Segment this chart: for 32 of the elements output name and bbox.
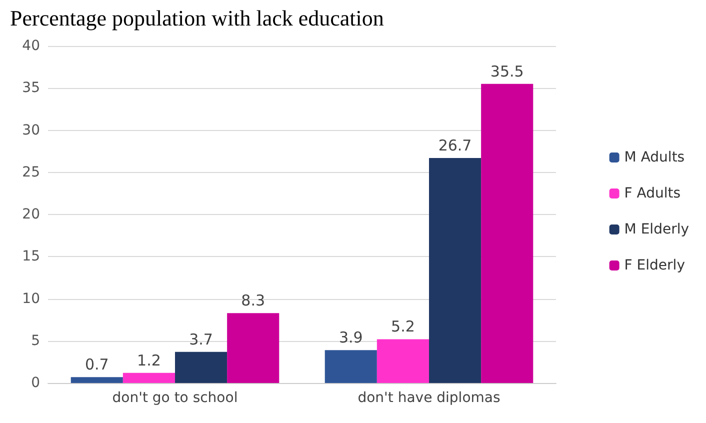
bar bbox=[70, 377, 123, 383]
chart-title: Percentage population with lack education bbox=[10, 6, 384, 30]
data-label: 35.5 bbox=[490, 62, 524, 80]
y-tick-label: 20 bbox=[22, 206, 40, 222]
data-label: 3.9 bbox=[338, 328, 363, 347]
legend-label: F Elderly bbox=[624, 258, 685, 274]
bar bbox=[324, 350, 377, 383]
data-label: 0.7 bbox=[84, 356, 109, 374]
data-label: 8.3 bbox=[241, 292, 266, 310]
data-label: 3.7 bbox=[189, 330, 213, 348]
y-tick-label: 0 bbox=[31, 375, 40, 391]
bar bbox=[175, 352, 228, 383]
bar bbox=[481, 84, 534, 383]
legend-label: F Adults bbox=[624, 186, 681, 202]
x-tick-label: don't go to school bbox=[112, 390, 238, 406]
y-tick-label: 15 bbox=[22, 248, 40, 265]
data-label: 1.2 bbox=[137, 351, 161, 370]
legend-label: M Elderly bbox=[624, 222, 690, 238]
bar bbox=[429, 158, 482, 383]
y-tick-label: 30 bbox=[22, 122, 40, 138]
legend-label: M Adults bbox=[624, 150, 685, 166]
data-label: 26.7 bbox=[438, 136, 472, 155]
bar bbox=[227, 313, 280, 383]
y-tick-label: 35 bbox=[22, 80, 40, 96]
bar bbox=[122, 372, 175, 383]
y-tick-label: 5 bbox=[31, 332, 40, 349]
y-tick-label: 25 bbox=[22, 164, 40, 180]
y-tick-label: 10 bbox=[22, 290, 40, 307]
y-tick-label: 40 bbox=[22, 38, 40, 54]
bar bbox=[376, 339, 429, 383]
x-tick-label: don't have diplomas bbox=[358, 390, 500, 406]
data-label: 5.2 bbox=[391, 318, 415, 336]
